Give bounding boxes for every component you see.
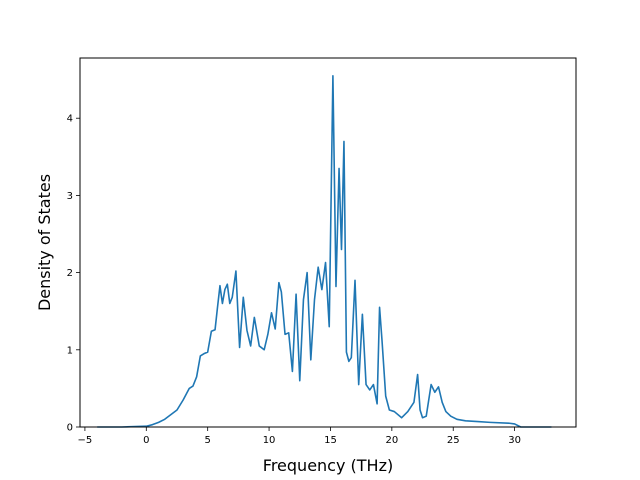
x-tick-label: 5 bbox=[204, 435, 210, 446]
y-tick-label: 0 bbox=[67, 423, 73, 434]
x-tick-label: 20 bbox=[385, 435, 398, 446]
y-tick-label: 1 bbox=[67, 345, 73, 356]
x-axis-label: Frequency (THz) bbox=[263, 456, 393, 475]
y-tick-label: 4 bbox=[67, 114, 73, 125]
y-tick-label: 3 bbox=[67, 191, 73, 202]
x-tick-label: 0 bbox=[143, 435, 149, 446]
x-axis-ticks: −5 0 5 10 15 20 25 30 bbox=[78, 427, 521, 446]
x-tick-label: 25 bbox=[447, 435, 460, 446]
plot-area bbox=[97, 74, 552, 428]
y-axis-label: Density of States bbox=[35, 174, 54, 311]
axes-frame bbox=[79, 57, 577, 428]
y-tick-label: 2 bbox=[67, 268, 73, 279]
x-tick-label: 30 bbox=[508, 435, 521, 446]
x-tick-label: 15 bbox=[324, 435, 337, 446]
y-axis-ticks: 0 1 2 3 4 bbox=[67, 114, 80, 434]
x-tick-label: 10 bbox=[263, 435, 276, 446]
dos-series-line bbox=[97, 74, 552, 428]
x-tick-label: −5 bbox=[78, 435, 93, 446]
